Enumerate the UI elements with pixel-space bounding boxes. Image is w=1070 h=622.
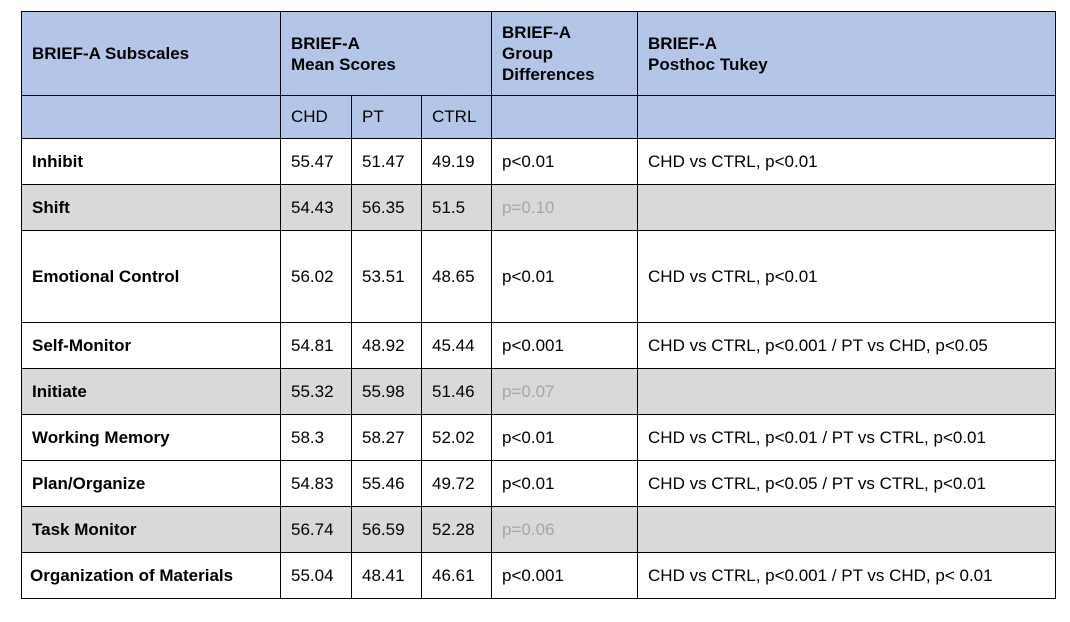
row-chd: 55.04 (280, 552, 352, 599)
row-posthoc: CHD vs CTRL, p<0.01 (637, 230, 1057, 323)
row-group-diff: p<0.01 (491, 138, 639, 185)
row-ctrl: 48.65 (420, 230, 493, 323)
table-row-inhibit: Inhibit 55.47 51.47 49.19 p<0.01 CHD vs … (21, 138, 1057, 185)
row-group-diff: p<0.001 (491, 552, 639, 599)
subheader-ctrl: CTRL (420, 95, 493, 139)
subheader-empty-posthoc (637, 95, 1057, 139)
header-mean-scores: BRIEF-A Mean Scores (279, 11, 493, 96)
row-pt: 55.46 (351, 460, 422, 507)
row-pt: 48.41 (351, 552, 422, 599)
header-mean-line1: BRIEF-A (291, 33, 360, 53)
row-posthoc: CHD vs CTRL, p<0.05 / PT vs CTRL, p<0.01 (637, 460, 1057, 507)
row-posthoc (637, 184, 1057, 231)
row-pt: 58.27 (351, 414, 422, 461)
row-label: Shift (21, 184, 281, 231)
row-chd: 56.02 (280, 230, 352, 323)
row-ctrl: 46.61 (420, 552, 493, 599)
row-posthoc: CHD vs CTRL, p<0.001 / PT vs CHD, p< 0.0… (637, 552, 1057, 599)
table-row-organization-of-materials: Organization of Materials 55.04 48.41 46… (21, 552, 1057, 599)
row-pt: 55.98 (351, 368, 422, 415)
row-ctrl: 49.19 (420, 138, 493, 185)
row-label: Initiate (21, 368, 281, 415)
row-chd: 56.74 (280, 506, 352, 553)
row-pt: 56.35 (351, 184, 422, 231)
row-pt: 53.51 (351, 230, 422, 323)
row-group-diff: p<0.001 (491, 322, 639, 369)
row-chd: 54.81 (280, 322, 352, 369)
header-posthoc-line2: Posthoc Tukey (648, 54, 768, 74)
row-ctrl: 51.46 (420, 368, 493, 415)
row-label: Organization of Materials (21, 552, 281, 599)
table-row-self-monitor: Self-Monitor 54.81 48.92 45.44 p<0.001 C… (21, 322, 1057, 369)
row-label: Plan/Organize (21, 460, 281, 507)
header-diff-line2: Group (502, 44, 554, 63)
header-subscales: BRIEF-A Subscales (21, 11, 281, 96)
subheader-empty-label (21, 95, 281, 139)
table-row-plan-organize: Plan/Organize 54.83 55.46 49.72 p<0.01 C… (21, 460, 1057, 507)
row-ctrl: 51.5 (420, 184, 493, 231)
subheader-empty-diff (491, 95, 639, 139)
header-posthoc-line1: BRIEF-A (648, 33, 717, 53)
row-group-diff: p<0.01 (491, 414, 639, 461)
row-group-diff: p<0.01 (491, 460, 639, 507)
table-header-row: BRIEF-A Subscales BRIEF-A Mean Scores BR… (21, 11, 1057, 96)
row-posthoc (637, 506, 1057, 553)
table-row-working-memory: Working Memory 58.3 58.27 52.02 p<0.01 C… (21, 414, 1057, 461)
row-label: Self-Monitor (21, 322, 281, 369)
row-chd: 58.3 (280, 414, 352, 461)
table-subheader-row: CHD PT CTRL (21, 95, 1057, 139)
row-label: Inhibit (21, 138, 281, 185)
row-group-diff: p=0.10 (491, 184, 639, 231)
row-group-diff: p=0.07 (491, 368, 639, 415)
row-pt: 51.47 (351, 138, 422, 185)
row-chd: 55.47 (280, 138, 352, 185)
row-posthoc: CHD vs CTRL, p<0.01 (637, 138, 1057, 185)
row-pt: 56.59 (351, 506, 422, 553)
row-chd: 54.83 (280, 460, 352, 507)
table-row-shift: Shift 54.43 56.35 51.5 p=0.10 (21, 184, 1057, 231)
row-group-diff: p<0.01 (491, 230, 639, 323)
row-ctrl: 52.28 (420, 506, 493, 553)
table-row-task-monitor: Task Monitor 56.74 56.59 52.28 p=0.06 (21, 506, 1057, 553)
row-chd: 54.43 (280, 184, 352, 231)
row-label: Working Memory (21, 414, 281, 461)
row-posthoc (637, 368, 1057, 415)
subheader-pt: PT (351, 95, 422, 139)
row-ctrl: 52.02 (420, 414, 493, 461)
row-posthoc: CHD vs CTRL, p<0.01 / PT vs CTRL, p<0.01 (637, 414, 1057, 461)
subheader-chd: CHD (280, 95, 352, 139)
table-row-initiate: Initiate 55.32 55.98 51.46 p=0.07 (21, 368, 1057, 415)
header-group-differences: BRIEF-A Group Differences (491, 11, 639, 96)
brief-a-results-table: BRIEF-A Subscales BRIEF-A Mean Scores BR… (21, 11, 1057, 599)
row-ctrl: 49.72 (420, 460, 493, 507)
table-row-emotional-control: Emotional Control 56.02 53.51 48.65 p<0.… (21, 230, 1057, 323)
header-diff-line1: BRIEF-A (502, 23, 571, 42)
header-posthoc-tukey: BRIEF-A Posthoc Tukey (637, 11, 1057, 96)
row-ctrl: 45.44 (420, 322, 493, 369)
row-chd: 55.32 (280, 368, 352, 415)
row-group-diff: p=0.06 (491, 506, 639, 553)
header-diff-line3: Differences (502, 65, 595, 84)
header-mean-line2: Mean Scores (291, 54, 396, 74)
row-pt: 48.92 (351, 322, 422, 369)
row-posthoc: CHD vs CTRL, p<0.001 / PT vs CHD, p<0.05 (637, 322, 1057, 369)
row-label: Emotional Control (21, 230, 281, 323)
row-label: Task Monitor (21, 506, 281, 553)
